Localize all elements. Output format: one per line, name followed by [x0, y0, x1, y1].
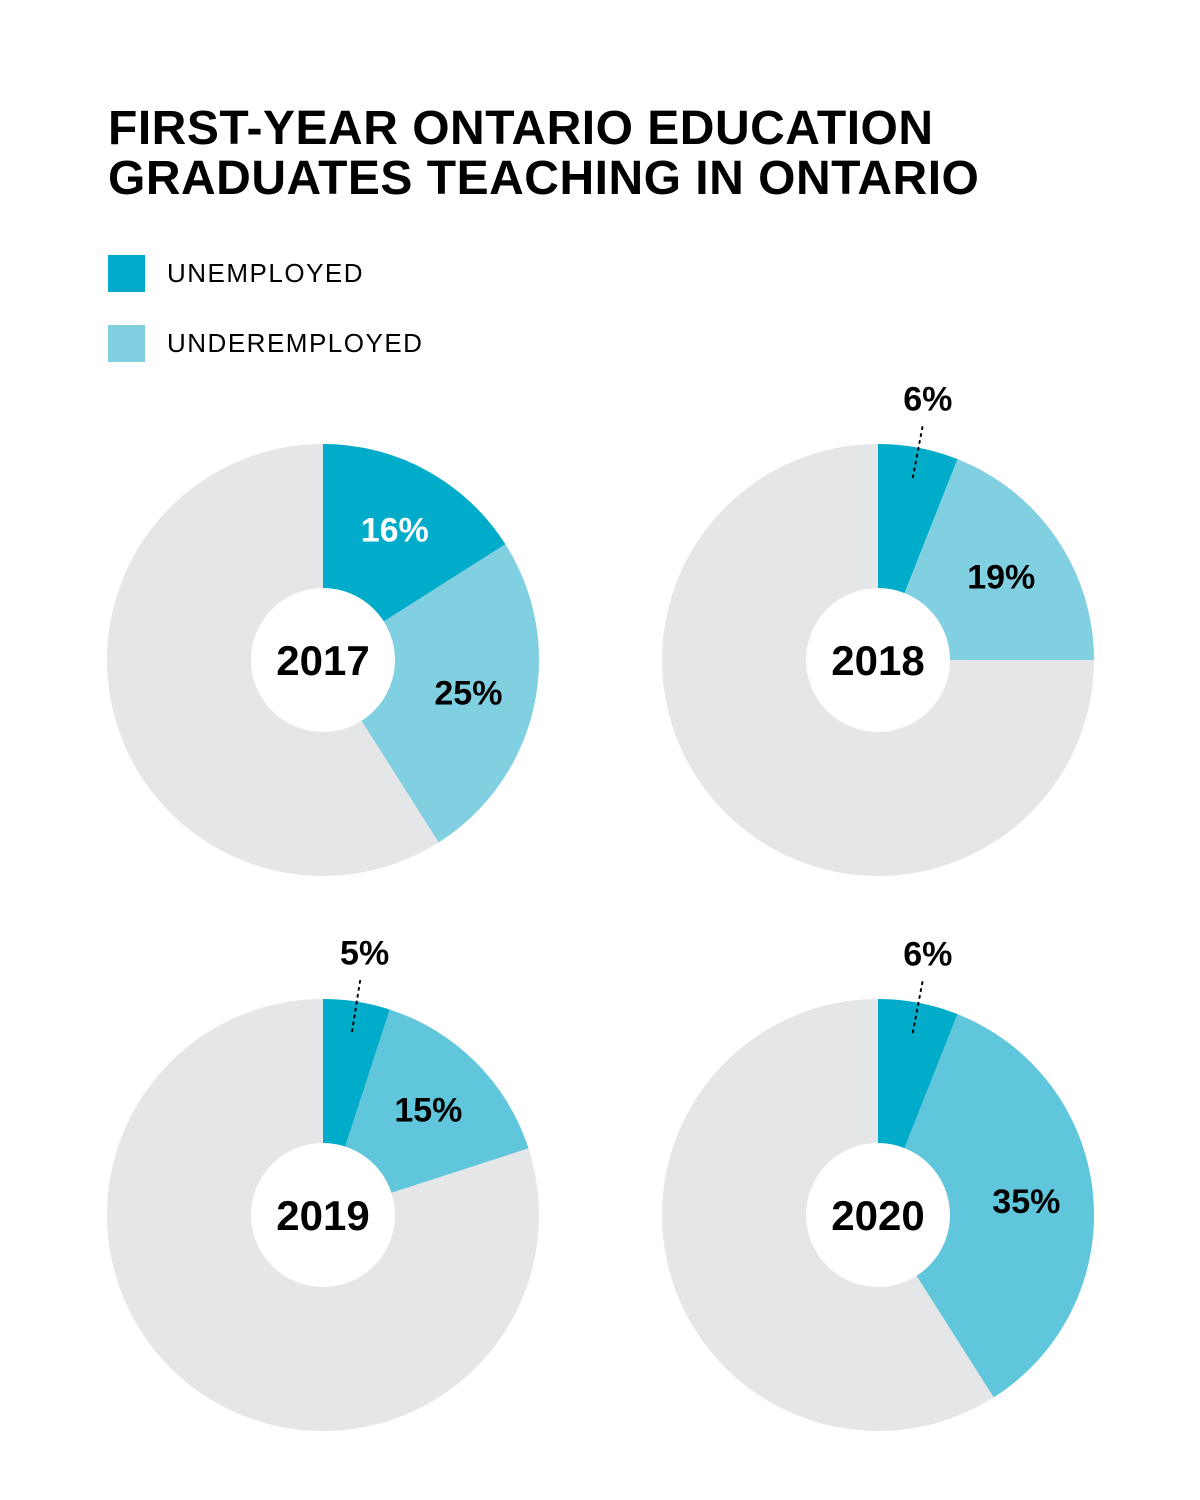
legend-item-underemployed: UNDEREMPLOYED — [108, 324, 423, 362]
slice-label-underemployed-2020: 35% — [992, 1183, 1060, 1221]
slice-label-unemployed-2020: 6% — [903, 936, 952, 974]
slice-underemployed-2017 — [323, 544, 539, 843]
legend-swatch-underemployed — [108, 324, 145, 362]
leader-line-unemployed-2019 — [351, 974, 362, 1033]
slice-label-unemployed-2017: 16% — [361, 511, 429, 549]
chart-title-line-2: GRADUATES TEACHING IN ONTARIO — [108, 152, 980, 205]
slice-label-underemployed-2017: 25% — [434, 675, 502, 713]
chart-title: FIRST-YEAR ONTARIO EDUCATION GRADUATES T… — [108, 104, 979, 204]
year-label-2017: 2017 — [276, 637, 369, 684]
donut-chart-2017: 16% 25% 2017 — [107, 444, 539, 876]
donut-chart-2018: 6% 19% 2018 — [662, 381, 1094, 876]
slice-label-unemployed-2018: 6% — [903, 381, 952, 419]
legend-label-unemployed: UNEMPLOYED — [167, 257, 365, 288]
slice-label-underemployed-2018: 19% — [967, 558, 1035, 596]
donut-hole-2018 — [806, 588, 950, 732]
donut-chart-2020: 6% 35% 2020 — [662, 936, 1094, 1431]
slice-underemployed-2018 — [878, 459, 1094, 660]
donut-hole-2017 — [251, 588, 395, 732]
leader-line-unemployed-2020 — [911, 976, 925, 1034]
slice-underemployed-2019 — [323, 1009, 529, 1215]
donut-hole-2019 — [251, 1143, 395, 1287]
slice-label-unemployed-2019: 5% — [340, 934, 389, 972]
legend-item-unemployed: UNEMPLOYED — [108, 254, 364, 292]
legend-swatch-unemployed — [108, 254, 145, 292]
donut-chart-2019: 5% 15% 2019 — [107, 934, 539, 1431]
year-label-2020: 2020 — [831, 1192, 924, 1239]
leader-line-unemployed-2018 — [911, 421, 925, 479]
slice-underemployed-2020 — [878, 1014, 1094, 1398]
chart-title-line-1: FIRST-YEAR ONTARIO EDUCATION — [108, 102, 934, 155]
year-label-2018: 2018 — [831, 637, 924, 684]
slice-label-underemployed-2019: 15% — [394, 1092, 462, 1130]
legend-label-underemployed: UNDEREMPLOYED — [167, 327, 424, 358]
donut-hole-2020 — [806, 1143, 950, 1287]
year-label-2019: 2019 — [276, 1192, 369, 1239]
